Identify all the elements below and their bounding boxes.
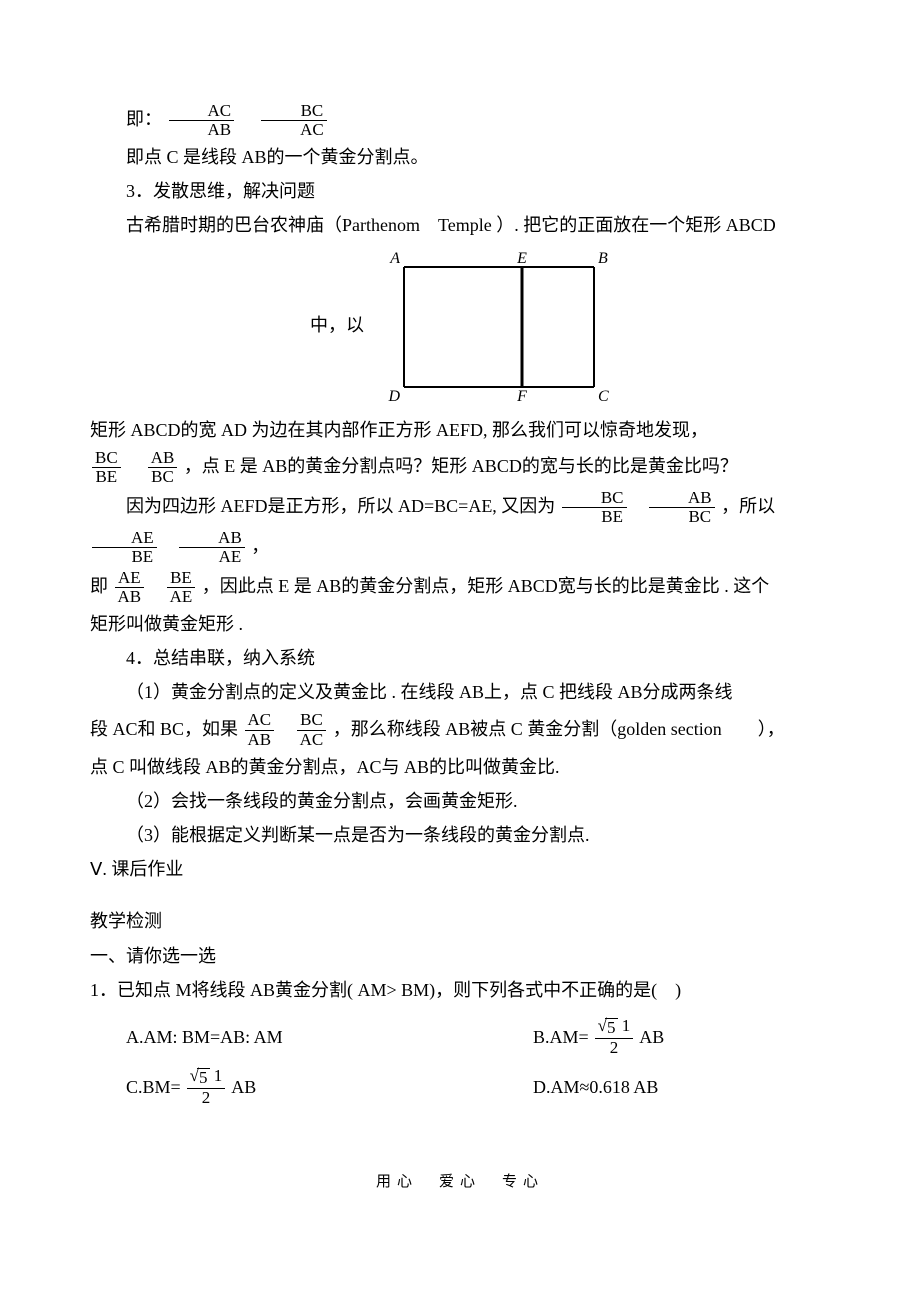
para7: 即 AE AB BE AE ，因此点 E 是 AB的黄金分割点，矩形 ABCD宽… <box>90 567 830 607</box>
frac-p8-2: BC AC <box>295 711 329 749</box>
svg-text:D: D <box>387 388 400 405</box>
para6: 因为四边形 AEFD是正方形，所以 AD=BC=AE, 又因为 BC BE AB… <box>90 487 830 567</box>
para6-mid: ，所以 <box>721 496 775 516</box>
para7-lead: 即 <box>90 576 108 596</box>
para7-rest: ，因此点 E 是 AB的黄金分割点，矩形 ABCD宽与长的比是黄金比 . 这个 <box>202 576 770 596</box>
frac-p7-1: AE AB <box>113 569 147 607</box>
para8-line2b: ，那么称线段 AB被点 C 黄金分割（golden section ）， <box>333 719 785 739</box>
diagram-prefix: 中，以 <box>310 315 364 335</box>
rectangle-diagram: A B C D E F <box>369 247 629 407</box>
para-golden-point: 即点 C 是线段 AB的一个黄金分割点。 <box>90 140 830 174</box>
para8-line1: （1）黄金分割点的定义及黄金比 . 在线段 AB上，点 C 把线段 AB分成两条… <box>90 675 830 709</box>
choice-c: C.BM= √5 1 2 AB <box>90 1067 533 1107</box>
frac-p6-3: AE BE <box>90 529 159 567</box>
choice-b: B.AM= √5 1 2 AB <box>533 1017 830 1057</box>
choice-row-2: C.BM= √5 1 2 AB D.AM≈0.618 AB <box>90 1067 830 1107</box>
frac-choice-c: √5 1 2 <box>185 1067 228 1107</box>
frac-ab-bc: AB BC <box>146 449 180 487</box>
choice-d: D.AM≈0.618 AB <box>533 1067 830 1107</box>
choice-a: A.AM: BM=AB: AM <box>90 1017 533 1057</box>
para8-line3: 点 C 叫做线段 AB的黄金分割点，AC与 AB的比叫做黄金比. <box>90 750 830 784</box>
svg-text:F: F <box>516 388 527 405</box>
equation-line-1: 即： AC AB BC AC <box>90 100 830 140</box>
sec4-title: 4．总结串联，纳入系统 <box>90 641 830 675</box>
frac-bc-ac: BC AC <box>259 102 329 140</box>
para4: 矩形 ABCD的宽 AD 为边在其内部作正方形 AEFD, 那么我们可以惊奇地发… <box>90 413 830 447</box>
svg-text:B: B <box>598 250 608 267</box>
eq1-prefix: 即： <box>126 109 162 129</box>
para3: 古希腊时期的巴台农神庙（Parthenom Temple ）. 把它的正面放在一… <box>90 208 830 242</box>
test-title: 教学检测 <box>90 904 830 938</box>
diagram-svg: A B C D E F <box>369 247 629 407</box>
frac-p6-2: AB BC <box>647 489 717 527</box>
frac-p6-1: BC BE <box>560 489 629 527</box>
frac-p7-2: BE AE <box>165 569 198 607</box>
svg-text:C: C <box>598 388 609 405</box>
diagram-row: 中，以 A B C D E F <box>90 247 830 407</box>
secV: Ⅴ. 课后作业 <box>90 852 830 886</box>
para10: （3）能根据定义判断某一点是否为一条线段的黄金分割点. <box>90 818 830 852</box>
footer: 用心 爱心 专心 <box>90 1168 830 1197</box>
q1-stem: 1．已知点 M将线段 AB黄金分割( AM> BM)，则下列各式中不正确的是( … <box>90 973 830 1007</box>
frac-p6-4: AB AE <box>177 529 247 567</box>
para7b: 矩形叫做黄金矩形 . <box>90 607 830 641</box>
frac-bc-be: BC BE <box>90 449 123 487</box>
choice-row-1: A.AM: BM=AB: AM B.AM= √5 1 2 AB <box>90 1017 830 1057</box>
sec3-title: 3．发散思维，解决问题 <box>90 174 830 208</box>
frac-choice-b: √5 1 2 <box>593 1017 636 1057</box>
para8-line2: 段 AC和 BC，如果 AC AB BC AC ，那么称线段 AB被点 C 黄金… <box>90 710 830 750</box>
para8-line2a: 段 AC和 BC，如果 <box>90 719 238 739</box>
frac-ac-ab: AC AB <box>167 102 237 140</box>
para9: （2）会找一条线段的黄金分割点，会画黄金矩形. <box>90 784 830 818</box>
svg-text:A: A <box>389 250 400 267</box>
para6-tail: ， <box>251 536 269 556</box>
q-sec-title: 一、请你选一选 <box>90 939 830 973</box>
frac-p8-1: AC AB <box>243 711 277 749</box>
para5: BC BE AB BC ，点 E 是 AB的黄金分割点吗？矩形 ABCD的宽与长… <box>90 447 830 487</box>
para5-text: ，点 E 是 AB的黄金分割点吗？矩形 ABCD的宽与长的比是黄金比吗？ <box>184 456 738 476</box>
svg-text:E: E <box>516 250 527 267</box>
para6-lead: 因为四边形 AEFD是正方形，所以 AD=BC=AE, 又因为 <box>126 496 555 516</box>
